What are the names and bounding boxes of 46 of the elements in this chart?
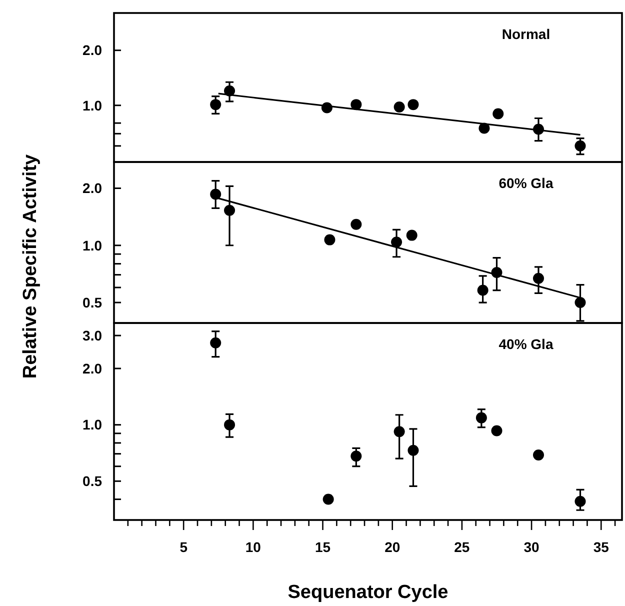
point bbox=[574, 140, 586, 152]
annotation: 60% Gla bbox=[498, 175, 554, 191]
point bbox=[476, 412, 487, 424]
x-tick-label: 35 bbox=[593, 539, 610, 555]
annotation: 40% Gla bbox=[498, 336, 554, 352]
point bbox=[408, 99, 419, 110]
point bbox=[391, 236, 402, 248]
point bbox=[350, 450, 362, 462]
y-tick-label: 2.0 bbox=[82, 180, 102, 196]
x-axis-title: Sequenator Cycle bbox=[288, 582, 448, 603]
point bbox=[324, 234, 336, 246]
x-tick-label: 10 bbox=[245, 539, 262, 555]
point bbox=[210, 188, 222, 200]
y-tick-label: 0.5 bbox=[82, 294, 102, 310]
x-tick-label: 5 bbox=[180, 539, 188, 555]
y-tick-label: 2.0 bbox=[82, 42, 102, 58]
x-tick-label: 25 bbox=[454, 539, 470, 555]
point bbox=[408, 444, 419, 456]
point bbox=[224, 204, 236, 216]
x-tick-label: 30 bbox=[524, 539, 540, 555]
y-tick-label: 2.0 bbox=[82, 360, 102, 376]
point bbox=[477, 284, 488, 296]
point bbox=[394, 101, 405, 112]
point bbox=[574, 297, 586, 308]
point bbox=[406, 230, 418, 241]
point bbox=[532, 449, 544, 460]
point bbox=[322, 494, 334, 505]
point bbox=[491, 425, 502, 436]
point bbox=[574, 496, 586, 507]
x-tick-label: 15 bbox=[314, 539, 331, 555]
annotation: Normal bbox=[502, 26, 550, 42]
y-tick-label: 1.0 bbox=[82, 237, 102, 254]
point bbox=[350, 99, 362, 110]
y-tick-label: 0.5 bbox=[82, 473, 102, 490]
point bbox=[210, 99, 222, 110]
point bbox=[224, 419, 236, 430]
point bbox=[350, 218, 362, 230]
y-tick-label: 1.0 bbox=[82, 97, 102, 114]
point bbox=[394, 426, 405, 438]
point bbox=[532, 272, 544, 284]
point bbox=[210, 337, 222, 348]
y-tick-label: 1.0 bbox=[82, 416, 102, 433]
y-axis-title: Relative Specific Activity bbox=[20, 154, 41, 379]
point bbox=[492, 108, 504, 120]
x-tick-label: 20 bbox=[384, 539, 400, 555]
y-tick-label: 3.0 bbox=[82, 327, 102, 344]
